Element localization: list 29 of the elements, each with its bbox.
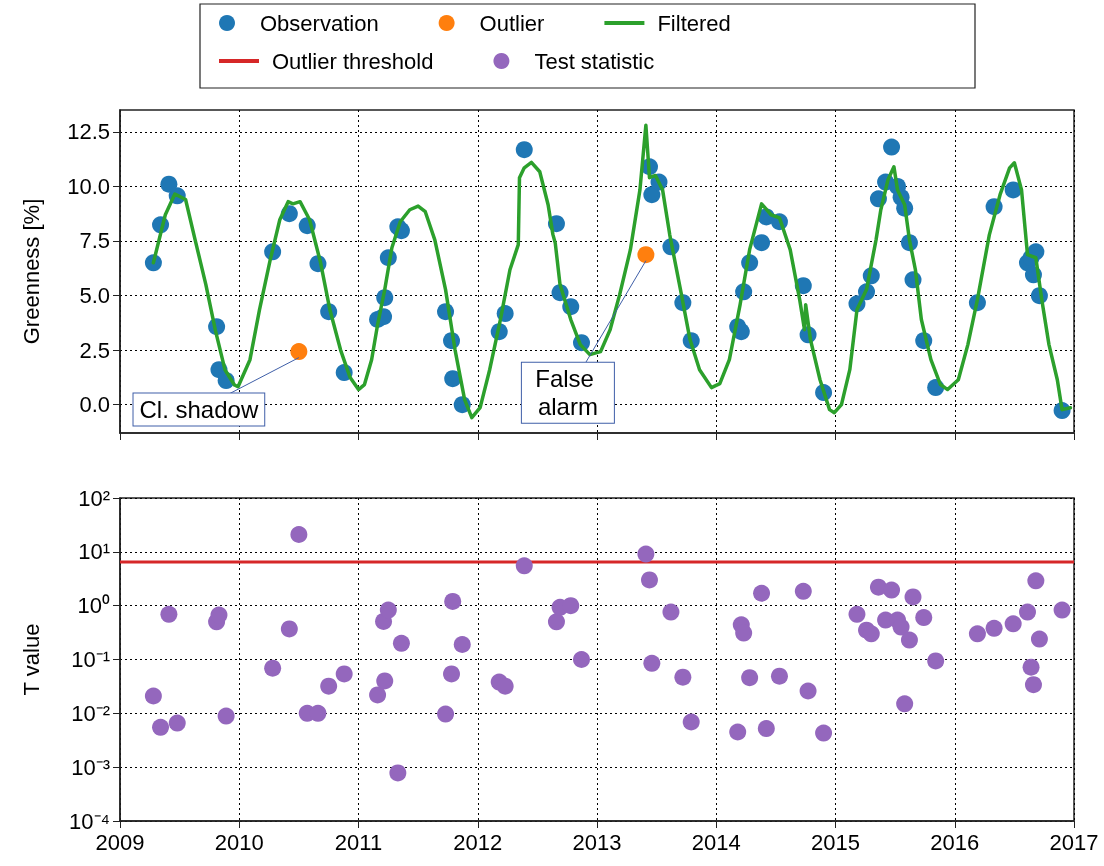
legend-label: Observation [260, 10, 379, 36]
annotation: Cl. shadow [139, 396, 259, 424]
x-tick-label: 2016 [930, 829, 980, 855]
y-tick-label: 10² [78, 485, 110, 511]
y-tick-label: 10.0 [67, 173, 110, 199]
legend-label: Test statistic [534, 48, 655, 74]
annotation: False alarm [535, 365, 601, 421]
x-tick-label: 2014 [691, 829, 741, 855]
y-tick-label: 0.0 [79, 392, 110, 418]
x-tick-label: 2013 [572, 829, 622, 855]
y-tick-label: 5.0 [79, 283, 110, 309]
legend-label: Outlier [479, 10, 545, 36]
y-axis-title: Greenness [%] [18, 198, 44, 345]
x-tick-label: 2011 [334, 829, 383, 855]
y-tick-label: 7.5 [79, 228, 110, 254]
y-tick-label: 12.5 [67, 119, 110, 145]
y-tick-label: 10⁰ [77, 593, 110, 619]
x-tick-label: 2017 [1049, 829, 1099, 855]
x-tick-label: 2012 [453, 829, 503, 855]
y-tick-label: 10⁻¹ [71, 647, 110, 672]
legend-label: Outlier threshold [272, 48, 434, 74]
y-tick-label: 10¹ [78, 539, 110, 565]
y-tick-label: 10⁻³ [71, 754, 110, 780]
x-tick-label: 2010 [214, 829, 264, 855]
x-tick-label: 2015 [811, 829, 860, 855]
y-tick-label: 10⁻² [71, 700, 110, 726]
legend-label: Filtered [657, 10, 731, 36]
y-axis-title: T value [18, 623, 44, 696]
y-tick-label: 2.5 [79, 337, 110, 363]
